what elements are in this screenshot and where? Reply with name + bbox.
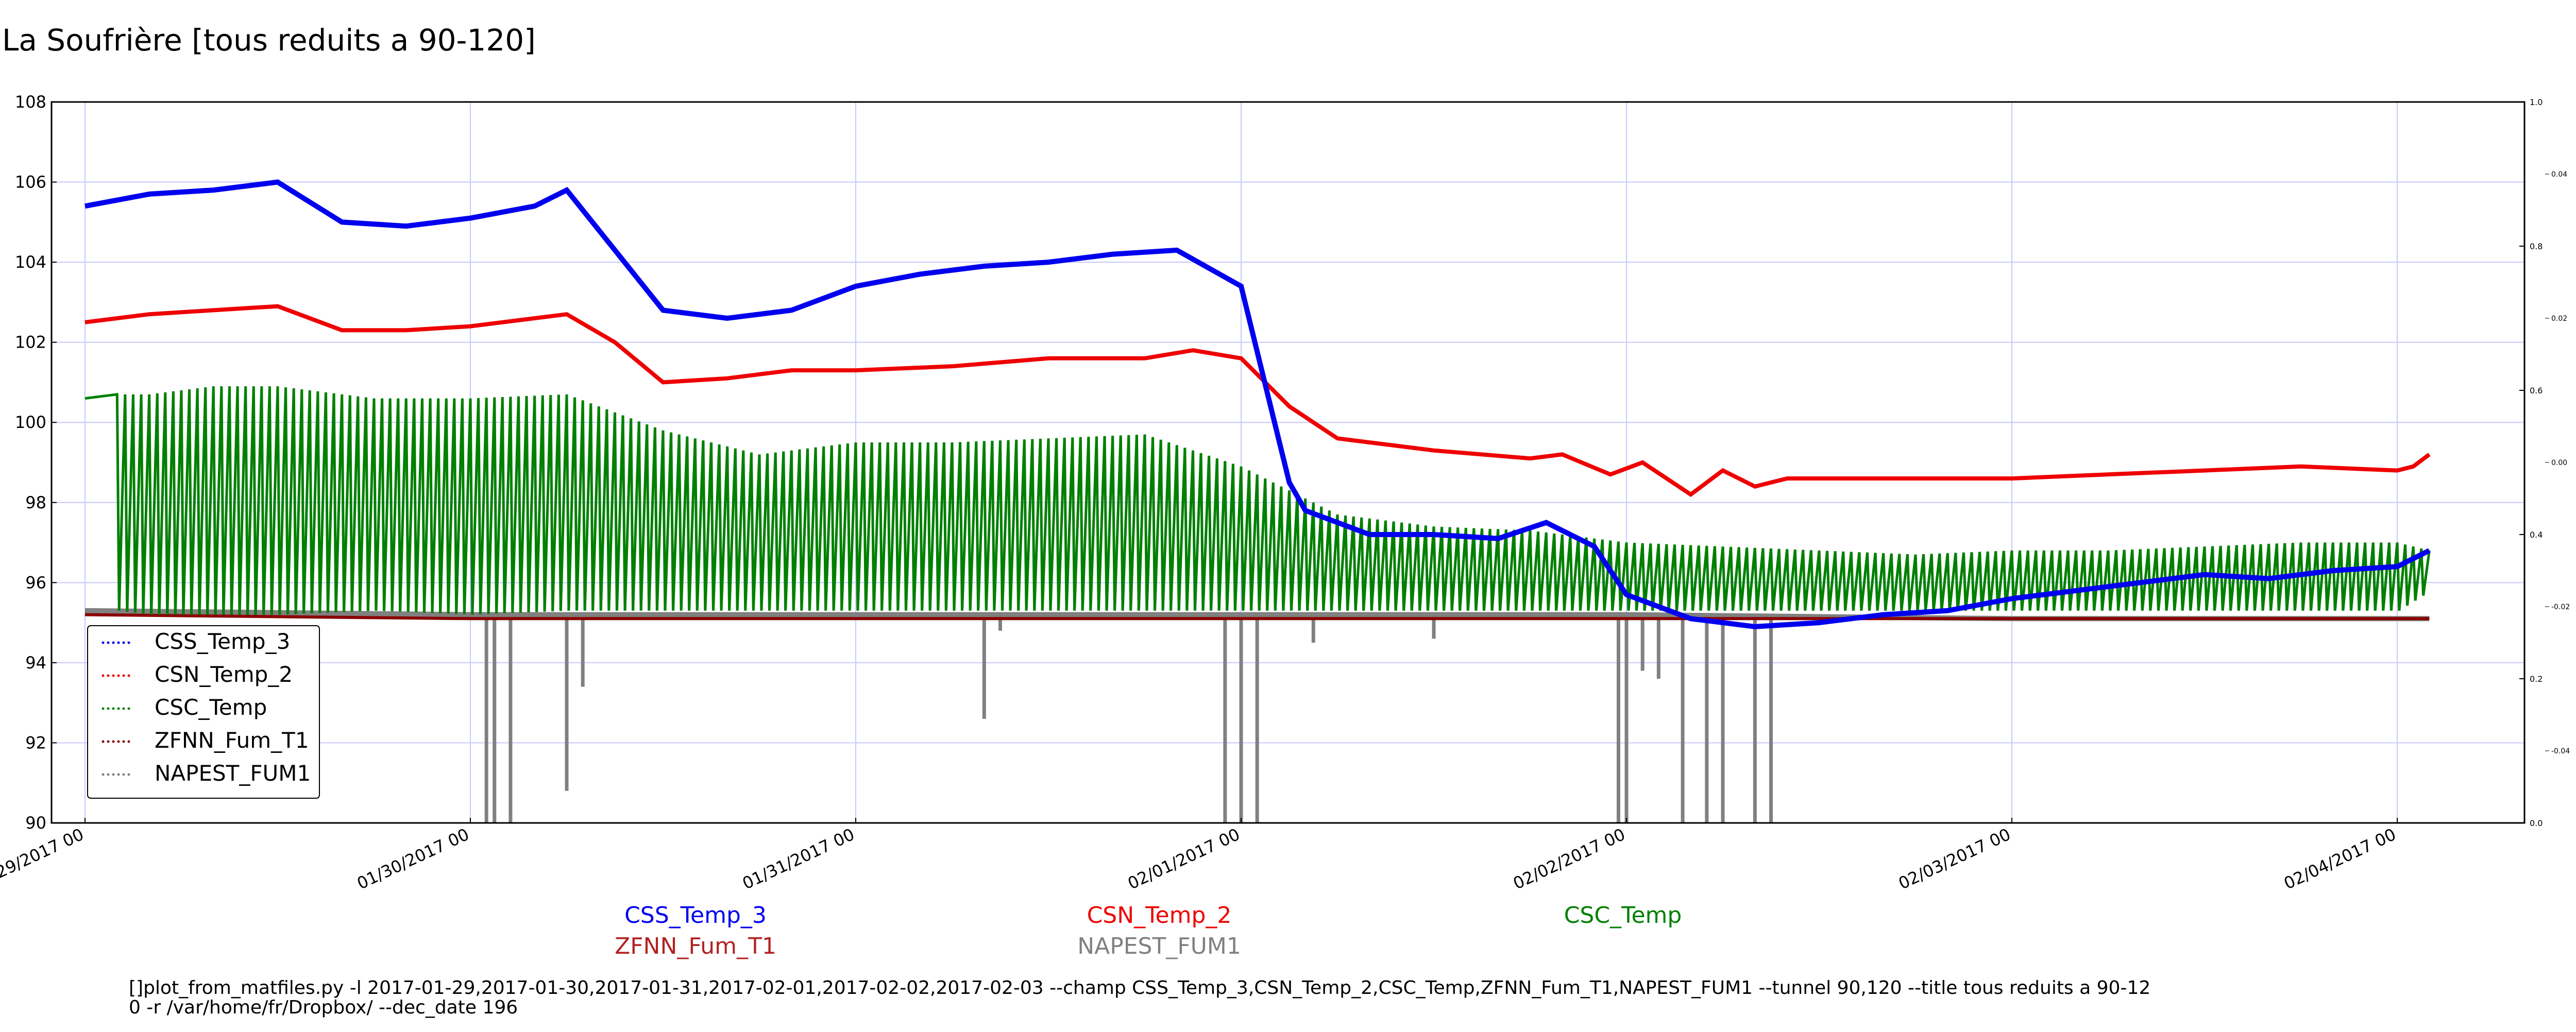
legend-marker xyxy=(117,773,120,776)
right-inner-tick-label: 0.02 xyxy=(2551,315,2567,323)
y-tick-label: 106 xyxy=(15,173,46,192)
series-label-below: ZFNN_Fum_T1 xyxy=(615,933,776,959)
right-outer-tick-label: 1.0 xyxy=(2530,97,2543,107)
right-inner-tick-label: -0.02 xyxy=(2551,603,2570,611)
legend-marker xyxy=(127,674,130,677)
legend-marker xyxy=(127,641,130,644)
legend-marker xyxy=(122,707,125,710)
legend-marker xyxy=(101,641,105,644)
legend-layer: CSS_Temp_3 CSN_Temp_2 CSC_Temp ZFNN_Fum_T1 N… xyxy=(87,625,320,799)
chart-title: La Soufrière [tous reduits a 90-120] xyxy=(2,23,536,58)
legend-marker xyxy=(117,674,120,677)
series-label-below: CSN_Temp_2 xyxy=(1087,902,1232,928)
right-outer-tick-label: 0.4 xyxy=(2530,530,2543,540)
y-tick-label: 92 xyxy=(25,733,46,752)
right-inner-tick-label: 0.04 xyxy=(2551,170,2567,179)
plot-frame xyxy=(50,101,2526,824)
legend-marker xyxy=(112,707,115,710)
legend-box xyxy=(87,625,320,799)
y-tick-label: 108 xyxy=(15,92,46,112)
series-layer xyxy=(84,179,2431,823)
legend-marker xyxy=(127,740,130,743)
series-label-below: NAPEST_FUM1 xyxy=(1077,933,1241,959)
y-tick-label: 98 xyxy=(25,493,46,512)
legend-label: CSC_Temp xyxy=(155,695,267,720)
right-outer-tick-label: 0.0 xyxy=(2530,818,2543,828)
footer-command-line-2: 0 -r /var/home/fr/Dropbox/ --dec_date 19… xyxy=(129,997,518,1018)
legend-label: CSN_Temp_2 xyxy=(155,662,293,687)
right-inner-tick-label: -0.04 xyxy=(2551,747,2570,755)
legend-marker xyxy=(112,641,115,644)
y-tick-label: 104 xyxy=(15,252,46,272)
series-line-css-temp-3 xyxy=(84,179,2431,629)
footer-command-line-1: []plot_from_matfiles.py -l 2017-01-29,20… xyxy=(129,977,2150,999)
legend-marker xyxy=(107,707,110,710)
legend-marker xyxy=(112,773,115,776)
series-label-below: CSC_Temp xyxy=(1564,902,1682,928)
legend-label: CSS_Temp_3 xyxy=(155,629,290,654)
legend-marker xyxy=(112,674,115,677)
legend-marker xyxy=(101,773,105,776)
series-labels-below: CSS_Temp_3 CSN_Temp_2 CSC_Temp ZFNN_Fum_T1 N… xyxy=(615,902,1682,959)
legend-marker xyxy=(122,740,125,743)
y-tick-label: 94 xyxy=(25,653,46,673)
legend-marker xyxy=(117,740,120,743)
legend-marker xyxy=(117,641,120,644)
series-line-csc-temp xyxy=(84,386,2431,615)
legend-marker xyxy=(101,674,105,677)
y-tick-label: 100 xyxy=(15,412,46,432)
right-outer-tick-label: 0.6 xyxy=(2530,386,2543,395)
right-outer-tick-label: 0.2 xyxy=(2530,674,2543,684)
legend-label: ZFNN_Fum_T1 xyxy=(155,728,309,753)
legend-marker xyxy=(127,707,130,710)
legend-marker xyxy=(122,773,125,776)
legend-marker xyxy=(107,674,110,677)
legend-marker xyxy=(101,707,105,710)
series-line-csn-temp-2 xyxy=(84,304,2431,497)
y-tick-label: 102 xyxy=(15,333,46,352)
right-inner-tick-label: 0.00 xyxy=(2551,459,2567,467)
series-line-zfnn-fum-t1 xyxy=(84,613,2430,621)
legend-marker xyxy=(107,773,110,776)
legend-marker xyxy=(101,740,105,743)
legend-marker xyxy=(122,641,125,644)
legend-marker xyxy=(107,740,110,743)
y-tick-label: 96 xyxy=(25,573,46,592)
legend-marker xyxy=(127,773,130,776)
legend-marker xyxy=(122,674,125,677)
y-tick-label: 90 xyxy=(25,813,46,833)
legend-label: NAPEST_FUM1 xyxy=(155,761,311,786)
legend-marker xyxy=(107,641,110,644)
series-label-below: CSS_Temp_3 xyxy=(624,902,767,928)
legend-marker xyxy=(117,707,120,710)
right-outer-tick-label: 0.8 xyxy=(2530,242,2543,251)
legend-marker xyxy=(112,740,115,743)
